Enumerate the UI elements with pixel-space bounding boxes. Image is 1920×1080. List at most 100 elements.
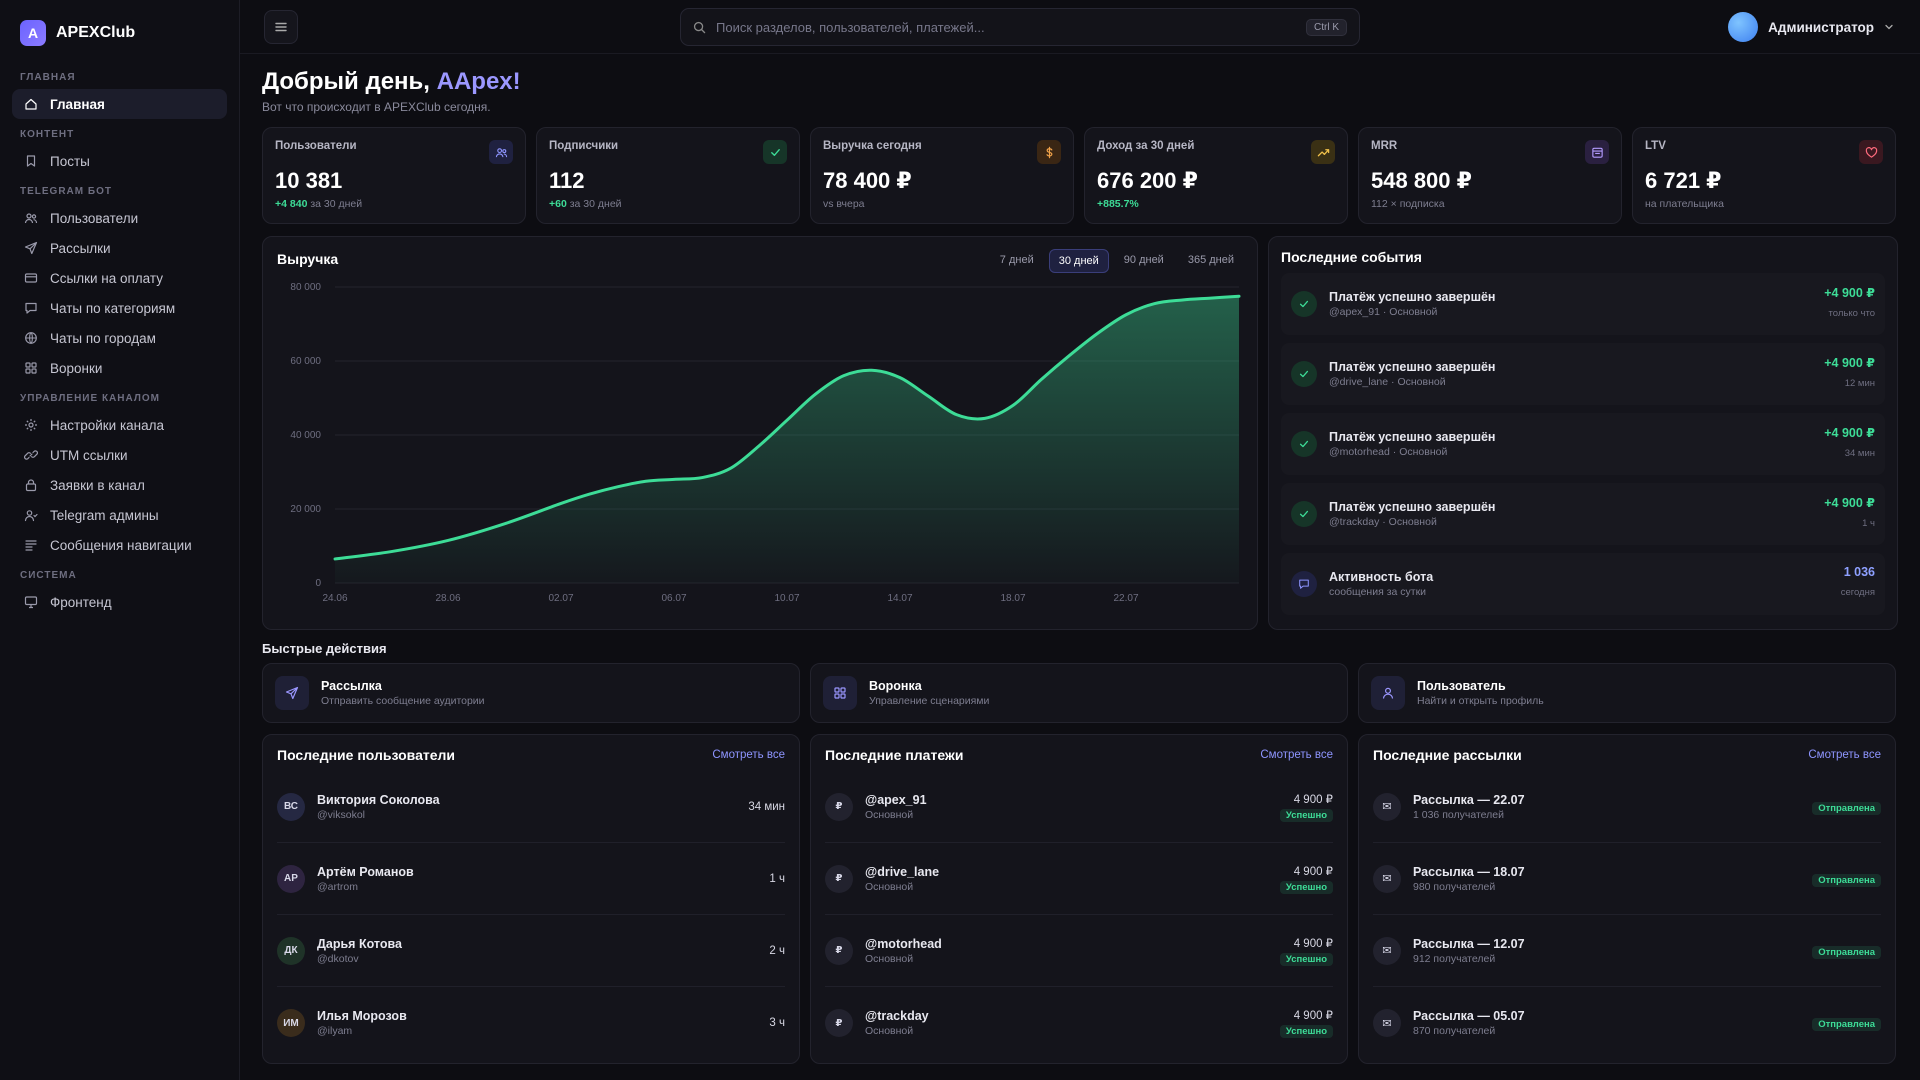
- y-tick-label: 0: [315, 578, 321, 589]
- card-icon-wrap: [24, 271, 38, 285]
- chat-icon: [1299, 579, 1309, 589]
- range-tab[interactable]: 7 дней: [999, 254, 1034, 266]
- sidebar-item[interactable]: Telegram админы: [12, 500, 227, 530]
- sidebar-item[interactable]: Заявки в канал: [12, 470, 227, 500]
- check-icon: [1299, 300, 1309, 308]
- event-item[interactable]: Платёж успешно завершён @apex_91 · Основн…: [1281, 273, 1885, 335]
- trend-icon: [1317, 148, 1329, 156]
- lock-icon: [25, 479, 37, 492]
- status-badge: Успешно: [1279, 880, 1333, 894]
- see-all-users-link[interactable]: Смотреть все: [712, 749, 785, 761]
- range-tab[interactable]: 365 дней: [1187, 254, 1234, 266]
- sidebar-item[interactable]: UTM ссылки: [12, 440, 227, 470]
- payment-row[interactable]: ₽ @trackday Основной 4 900 ₽ Успешно: [825, 987, 1333, 1059]
- search-box[interactable]: Ctrl K: [680, 8, 1360, 46]
- sidebar-item-label: Чаты по городам: [50, 330, 156, 346]
- event-item[interactable]: Активность бота сообщения за сутки 1 036 се…: [1281, 553, 1885, 615]
- event-sub: @drive_lane · Основной: [1329, 376, 1446, 388]
- revenue-chart-card: Выручка 7 дней 30 дней 90 дней 365 дней 0 20…: [262, 236, 1258, 630]
- event-item[interactable]: Платёж успешно завершён @trackday · Основ…: [1281, 483, 1885, 545]
- stat-sub: vs вчера: [823, 198, 1061, 210]
- stat-note: за 30 дней: [307, 198, 363, 210]
- sidebar-item[interactable]: Главная: [12, 89, 227, 119]
- sidebar-item[interactable]: Сообщения навигации: [12, 530, 227, 560]
- event-item[interactable]: Платёж успешно завершён @motorhead · Осно…: [1281, 413, 1885, 475]
- y-tick-label: 20 000: [290, 504, 321, 515]
- hamburger-icon: [275, 22, 287, 32]
- user-row[interactable]: ДК Дарья Котова @dkotov 2 ч: [277, 915, 785, 987]
- stat-note: за 30 дней: [566, 198, 622, 210]
- payment-plan: Основной: [865, 952, 914, 965]
- recent-broadcasts-list: ✉ Рассылка — 22.07 1 036 получателей Отправ…: [1373, 771, 1881, 1059]
- stat-card: Пользователи 10 381 +4 840 за 30 дней: [262, 127, 526, 224]
- quick-action-button[interactable]: Пользователь Найти и открыть профиль: [1358, 663, 1896, 723]
- mail-icon: ✉: [1373, 864, 1401, 893]
- broadcast-row[interactable]: ✉ Рассылка — 18.07 980 получателей Отправле…: [1373, 843, 1881, 915]
- search-input[interactable]: [716, 19, 1296, 35]
- avatar: ДК: [277, 936, 305, 965]
- brand[interactable]: A APEXClub: [0, 0, 239, 62]
- broadcast-row[interactable]: ✉ Рассылка — 05.07 870 получателей Отправле…: [1373, 987, 1881, 1059]
- event-time: 12 мин: [1844, 378, 1875, 389]
- lock-icon-wrap: [24, 478, 38, 492]
- sidebar-item[interactable]: Рассылки: [12, 233, 227, 263]
- broadcast-recipients: 1 036 получателей: [1413, 808, 1504, 821]
- sidebar-item[interactable]: Фронтенд: [12, 587, 227, 617]
- link-icon-wrap: [24, 448, 38, 462]
- user-handle: @ilyam: [317, 1025, 353, 1037]
- quick-action-button[interactable]: Воронка Управление сценариями: [810, 663, 1348, 723]
- see-all-broadcasts-link[interactable]: Смотреть все: [1808, 749, 1881, 761]
- sidebar-item[interactable]: Ссылки на оплату: [12, 263, 227, 293]
- user-time: 3 ч: [769, 1017, 785, 1029]
- sidebar-item-label: Ссылки на оплату: [50, 270, 163, 286]
- x-tick-label: 22.07: [1113, 593, 1138, 604]
- range-tab[interactable]: 90 дней: [1123, 254, 1164, 266]
- stat-delta: +60: [549, 198, 567, 210]
- send-icon-wrap: [24, 241, 38, 255]
- broadcast-row[interactable]: ✉ Рассылка — 22.07 1 036 получателей Отправ…: [1373, 771, 1881, 843]
- payment-row[interactable]: ₽ @motorhead Основной 4 900 ₽ Успешно: [825, 915, 1333, 987]
- user-handle: @dkotov: [317, 952, 359, 965]
- sidebar-item[interactable]: Настройки канала: [12, 410, 227, 440]
- grid-icon-wrap: [24, 361, 38, 375]
- user-name: Артём Романов: [317, 864, 414, 879]
- link-icon: [24, 450, 38, 460]
- quick-action-button[interactable]: Рассылка Отправить сообщение аудитории: [262, 663, 800, 723]
- recent-users-list: ВС Виктория Соколова @viksokol 34 мин АР Артё…: [277, 771, 785, 1059]
- sidebar-item[interactable]: Посты: [12, 146, 227, 176]
- stat-label: Выручка сегодня: [823, 140, 922, 152]
- event-sub: @apex_91 · Основной: [1329, 306, 1438, 318]
- bookmark-icon: [26, 155, 36, 167]
- sidebar-item[interactable]: Чаты по городам: [12, 323, 227, 353]
- range-tab[interactable]: 30 дней: [1048, 249, 1109, 273]
- payment-row[interactable]: ₽ @apex_91 Основной 4 900 ₽ Успешно: [825, 771, 1333, 843]
- nav-section-title: ГЛАВНАЯ: [20, 72, 76, 83]
- sidebar: A APEXClub ГЛАВНАЯ Главная КОНТЕНТ Посты TEL…: [0, 0, 240, 1080]
- users-icon: [495, 147, 507, 157]
- page-subtitle: Вот что происходит в APEXClub сегодня.: [262, 100, 491, 114]
- broadcast-name: Рассылка — 18.07: [1413, 864, 1525, 879]
- event-time: сегодня: [1840, 587, 1875, 598]
- event-item[interactable]: Платёж успешно завершён @drive_lane · Осн…: [1281, 343, 1885, 405]
- status-badge: Успешно: [1279, 808, 1333, 822]
- sidebar-item-label: Воронки: [50, 360, 103, 376]
- user-row[interactable]: ВС Виктория Соколова @viksokol 34 мин: [277, 771, 785, 843]
- menu-toggle-button[interactable]: [264, 10, 298, 44]
- user-row[interactable]: ИМ Илья Морозов @ilyam 3 ч: [277, 987, 785, 1059]
- status-badge: Отправлена: [1812, 801, 1881, 815]
- see-all-payments-link[interactable]: Смотреть все: [1260, 749, 1333, 761]
- user-menu[interactable]: Администратор: [1728, 12, 1894, 42]
- list-icon-wrap: [24, 538, 38, 552]
- sidebar-item-label: Посты: [50, 153, 90, 169]
- event-time: 34 мин: [1844, 448, 1875, 459]
- sidebar-item[interactable]: Пользователи: [12, 203, 227, 233]
- sidebar-item[interactable]: Чаты по категориям: [12, 293, 227, 323]
- payment-row[interactable]: ₽ @drive_lane Основной 4 900 ₽ Успешно: [825, 843, 1333, 915]
- sidebar-item[interactable]: Воронки: [12, 353, 227, 383]
- user-row[interactable]: АР Артём Романов @artrom 1 ч: [277, 843, 785, 915]
- stat-value: 10 381: [275, 168, 343, 193]
- stat-icon-badge: [489, 140, 513, 164]
- broadcast-row[interactable]: ✉ Рассылка — 12.07 912 получателей Отправле…: [1373, 915, 1881, 987]
- mail-icon: ✉: [1373, 792, 1401, 821]
- payment-amount: 4 900 ₽: [1293, 937, 1333, 950]
